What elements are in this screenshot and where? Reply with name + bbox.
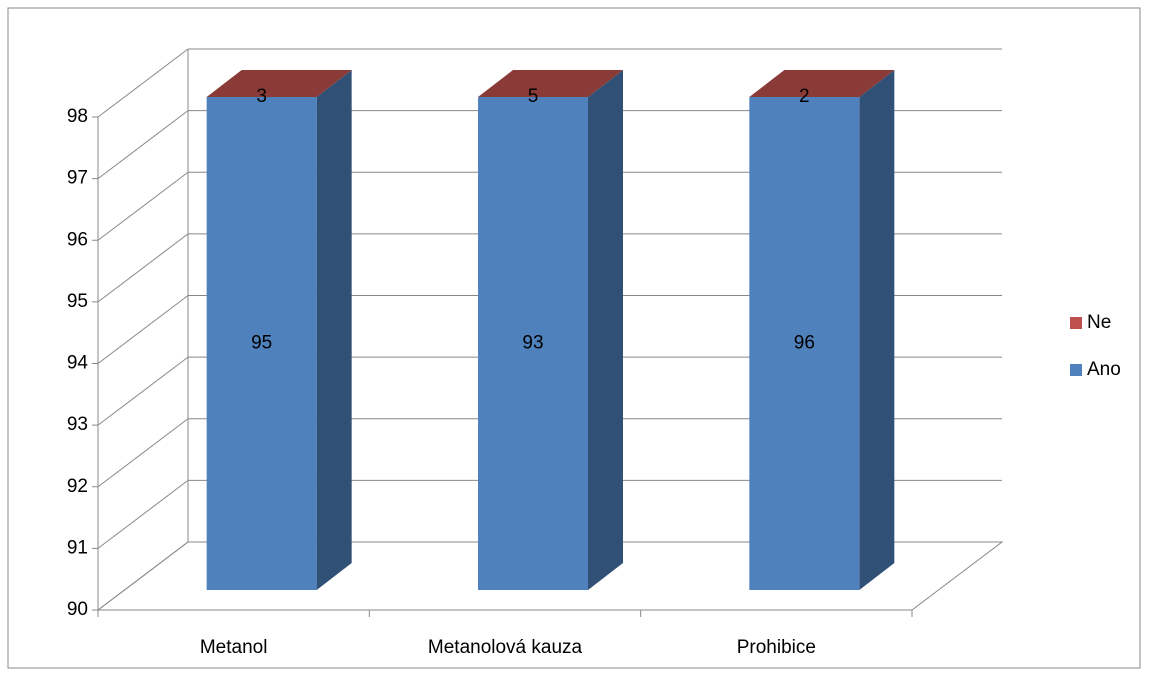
bar-top xyxy=(749,70,895,97)
grid-line xyxy=(97,233,189,303)
grid-line xyxy=(97,48,189,118)
grid-line xyxy=(97,356,189,426)
bar xyxy=(478,97,588,590)
grid-line xyxy=(97,295,189,364)
data-label: 95 xyxy=(251,333,272,354)
data-label: 96 xyxy=(794,333,815,354)
bar xyxy=(206,97,317,590)
bar-top xyxy=(206,70,352,97)
grid-line xyxy=(97,418,189,488)
x-tick-label: Metanol xyxy=(200,637,268,658)
x-tick-label: Prohibice xyxy=(737,637,816,658)
y-tick-label: 96 xyxy=(67,229,88,250)
x-tick-label: Metanolová kauza xyxy=(428,637,583,658)
y-tick-label: 91 xyxy=(67,537,88,558)
legend-label: Ano xyxy=(1087,359,1121,380)
data-label: 93 xyxy=(522,333,543,354)
bar-side xyxy=(316,70,352,590)
y-tick-label: 98 xyxy=(67,106,88,127)
grid-line xyxy=(97,479,189,549)
data-label: 3 xyxy=(256,86,267,107)
data-label: 5 xyxy=(528,86,539,107)
y-tick-label: 94 xyxy=(67,353,89,374)
legend-swatch xyxy=(1070,317,1082,329)
y-tick-label: 92 xyxy=(67,476,88,497)
bar-side xyxy=(588,70,623,590)
y-tick-label: 97 xyxy=(67,168,88,189)
bar-top xyxy=(478,70,623,97)
y-tick-label: 93 xyxy=(67,414,88,435)
legend-label: Ne xyxy=(1087,312,1111,333)
y-tick-label: 90 xyxy=(67,599,88,620)
legend-swatch xyxy=(1070,364,1082,376)
y-tick-label: 95 xyxy=(67,291,88,312)
data-label: 2 xyxy=(799,86,810,107)
grid-line xyxy=(97,541,189,611)
grid-line xyxy=(97,171,189,241)
bar-side xyxy=(859,70,895,590)
grid-line xyxy=(97,110,189,180)
bar xyxy=(749,97,860,590)
